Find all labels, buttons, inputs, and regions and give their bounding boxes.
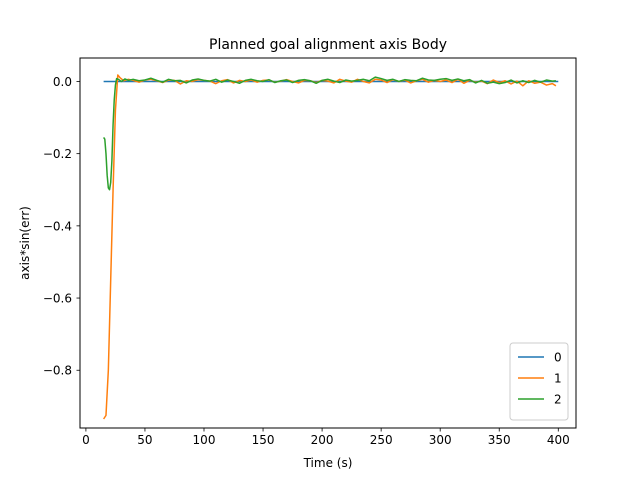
y-axis-label: axis*sin(err) [18,206,32,280]
x-tick-label: 200 [311,433,334,447]
x-axis-label: Time (s) [303,456,353,470]
plot-area [79,57,577,429]
y-tick-label: −0.2 [43,147,72,161]
plot-frame [79,57,577,429]
x-tick-label: 0 [82,433,90,447]
y-tick-label: 0.0 [53,75,72,89]
x-tick-label: 50 [137,433,152,447]
x-tick-label: 150 [252,433,275,447]
legend: 0 1 2 [509,342,569,421]
x-tick-label: 250 [370,433,393,447]
legend-label-1: 1 [554,372,562,386]
x-tick-label: 350 [488,433,511,447]
legend-label-2: 2 [554,393,562,407]
legend-box [509,342,569,421]
x-axis: 0 50 100 150 200 250 300 350 400 [82,428,570,447]
y-tick-label: −0.8 [43,364,72,378]
y-tick-label: −0.4 [43,219,72,233]
x-tick-label: 300 [429,433,452,447]
chart-title: Planned goal alignment axis Body [209,37,447,53]
series-group [102,74,559,420]
x-tick-label: 400 [547,433,570,447]
x-tick-label: 100 [193,433,216,447]
y-axis: 0.0 −0.2 −0.4 −0.6 −0.8 [43,75,80,378]
legend-label-0: 0 [554,351,562,365]
y-tick-label: −0.6 [43,292,72,306]
series-line-2 [102,76,556,191]
